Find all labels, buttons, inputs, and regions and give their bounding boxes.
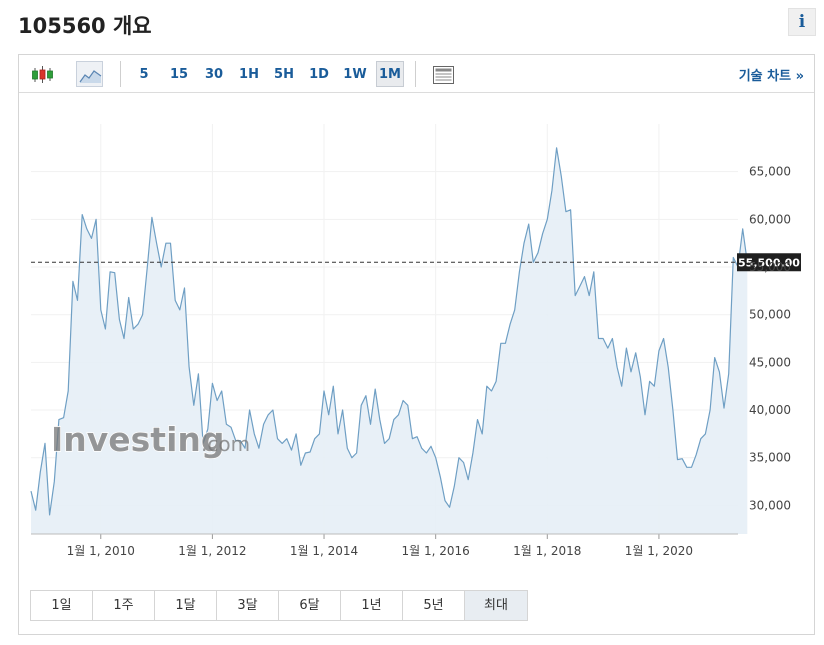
price-area-chart[interactable]: 55,500.00 Investing .com 30,000 35,000 40,… — [19, 94, 814, 584]
technical-chart-link[interactable]: 기술 차트 » — [738, 69, 804, 84]
current-price-marker: 55,500.00 — [31, 253, 801, 272]
y-tick-label: 60,000 — [749, 212, 791, 226]
period-1w[interactable]: 1주 — [93, 591, 155, 620]
candlestick-icon[interactable] — [28, 61, 55, 87]
watermark-brand: Investing — [51, 420, 225, 459]
x-tick-label: 1월 1, 2020 — [625, 544, 693, 558]
x-axis-ticks: 1월 1, 2010 1월 1, 2012 1월 1, 2014 1월 1, 2016… — [31, 533, 738, 558]
y-tick-label: 35,000 — [749, 451, 791, 465]
interval-1h[interactable]: 1H — [239, 67, 259, 82]
x-tick-label: 1월 1, 2010 — [67, 544, 135, 558]
x-tick-label: 1월 1, 2012 — [178, 544, 246, 558]
interval-5h[interactable]: 5H — [274, 67, 294, 82]
period-1m[interactable]: 1달 — [155, 591, 217, 620]
x-tick-label: 1월 1, 2014 — [290, 544, 358, 558]
interval-1w[interactable]: 1W — [343, 67, 367, 82]
toolbar-divider — [120, 61, 121, 87]
investing-watermark: Investing .com — [50, 419, 250, 460]
period-5y[interactable]: 5년 — [403, 591, 465, 620]
x-tick-label: 1월 1, 2018 — [513, 544, 581, 558]
y-tick-label: 65,000 — [749, 165, 791, 179]
interval-1d[interactable]: 1D — [309, 67, 329, 82]
toolbar-divider — [415, 61, 416, 87]
period-6m[interactable]: 6달 — [279, 591, 341, 620]
info-button[interactable]: i — [788, 8, 816, 36]
interval-5[interactable]: 5 — [139, 67, 149, 82]
x-tick-label: 1월 1, 2016 — [402, 544, 470, 558]
current-price-label: 55,500.00 — [738, 256, 800, 269]
period-1d[interactable]: 1일 — [31, 591, 93, 620]
current-price-badge — [737, 253, 801, 272]
period-selector: 1일 1주 1달 3달 6달 1년 5년 최대 — [30, 590, 528, 621]
y-tick-label: 45,000 — [749, 355, 791, 369]
area-chart-icon[interactable] — [76, 61, 103, 87]
period-3m[interactable]: 3달 — [217, 591, 279, 620]
interval-30[interactable]: 30 — [204, 67, 224, 82]
area-fill — [31, 147, 748, 535]
y-tick-label: 50,000 — [749, 308, 791, 322]
price-line — [30, 147, 748, 516]
chart-toolbar: 5 15 30 1H 5H 1D 1W 1M 기술 차트 » — [19, 55, 814, 93]
period-max[interactable]: 최대 — [465, 591, 527, 620]
period-1y[interactable]: 1년 — [341, 591, 403, 620]
data-table-icon[interactable] — [429, 61, 456, 87]
chart-area-series — [30, 147, 748, 535]
interval-1m[interactable]: 1M — [376, 61, 404, 87]
y-tick-label: 40,000 — [749, 403, 791, 417]
interval-15[interactable]: 15 — [169, 67, 189, 82]
chart-panel: 5 15 30 1H 5H 1D 1W 1M 기술 차트 » 55,500.00… — [18, 54, 815, 635]
y-tick-label: 30,000 — [749, 498, 791, 512]
watermark-suffix: .com — [201, 432, 250, 456]
y-axis-ticks: 30,000 35,000 40,000 45,000 50,000 55,000 60,0… — [749, 165, 791, 513]
y-tick-label: 55,000 — [749, 260, 791, 274]
page-title: 105560 개요 — [18, 14, 152, 38]
